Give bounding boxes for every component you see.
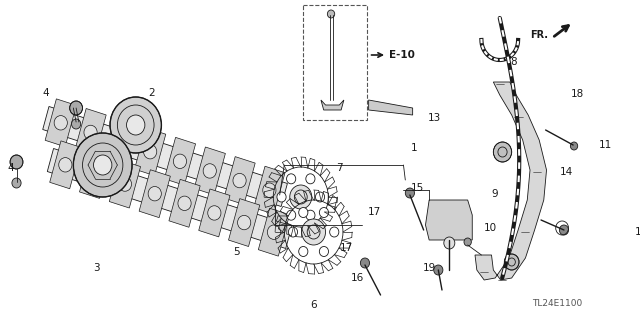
Text: 14: 14 [560, 167, 573, 177]
Text: 6: 6 [310, 300, 317, 310]
Polygon shape [47, 148, 292, 249]
Polygon shape [109, 160, 141, 208]
Polygon shape [259, 208, 289, 256]
Circle shape [319, 208, 328, 218]
Text: 15: 15 [411, 183, 424, 193]
Text: 19: 19 [422, 263, 436, 273]
Polygon shape [253, 166, 285, 214]
Circle shape [493, 142, 512, 162]
Text: 16: 16 [351, 273, 364, 283]
Polygon shape [169, 179, 200, 227]
Circle shape [233, 173, 246, 188]
Circle shape [110, 97, 161, 153]
Polygon shape [134, 128, 166, 176]
Circle shape [306, 210, 315, 220]
Text: 17: 17 [340, 243, 353, 253]
Polygon shape [164, 137, 196, 185]
Polygon shape [194, 147, 225, 195]
Circle shape [559, 225, 568, 235]
Text: 8: 8 [510, 57, 517, 67]
Circle shape [70, 101, 83, 115]
Polygon shape [50, 141, 81, 189]
Circle shape [405, 188, 415, 198]
Circle shape [12, 178, 21, 188]
Circle shape [360, 258, 369, 268]
Circle shape [88, 167, 102, 182]
Circle shape [268, 225, 280, 239]
Circle shape [299, 208, 308, 218]
Circle shape [72, 119, 81, 129]
Polygon shape [224, 157, 255, 204]
Circle shape [299, 247, 308, 256]
Text: 1: 1 [411, 143, 418, 153]
Text: 5: 5 [233, 247, 240, 257]
Circle shape [287, 174, 296, 184]
Polygon shape [369, 100, 413, 115]
Circle shape [74, 133, 132, 197]
Circle shape [328, 10, 335, 18]
Circle shape [10, 155, 23, 169]
Circle shape [148, 187, 161, 201]
Circle shape [93, 155, 112, 175]
Circle shape [173, 154, 187, 168]
Circle shape [290, 185, 312, 209]
Circle shape [263, 183, 276, 197]
Text: 12: 12 [636, 227, 640, 237]
Text: 3: 3 [93, 263, 100, 273]
Circle shape [316, 192, 324, 202]
Circle shape [178, 196, 191, 211]
Circle shape [287, 210, 296, 220]
Circle shape [84, 125, 97, 140]
Circle shape [570, 142, 578, 150]
Circle shape [203, 164, 216, 178]
Polygon shape [475, 82, 547, 280]
Polygon shape [43, 107, 287, 206]
Circle shape [208, 206, 221, 220]
Text: TL24E1100: TL24E1100 [532, 299, 582, 308]
Text: 17: 17 [367, 207, 381, 217]
Polygon shape [45, 99, 76, 147]
Text: FR.: FR. [531, 30, 548, 40]
Text: 4: 4 [8, 163, 14, 173]
Text: 11: 11 [598, 140, 612, 150]
Polygon shape [79, 151, 111, 198]
Circle shape [118, 177, 132, 191]
Circle shape [330, 227, 339, 237]
Circle shape [301, 219, 326, 245]
Circle shape [237, 215, 251, 230]
Polygon shape [426, 200, 472, 240]
Circle shape [277, 192, 286, 202]
Polygon shape [105, 118, 136, 166]
Circle shape [464, 238, 471, 246]
Polygon shape [75, 108, 106, 156]
Circle shape [306, 174, 315, 184]
Circle shape [434, 265, 443, 275]
Polygon shape [139, 170, 170, 218]
Text: 10: 10 [484, 223, 497, 233]
Circle shape [127, 115, 145, 135]
Circle shape [319, 247, 328, 256]
Text: 9: 9 [492, 189, 499, 199]
Circle shape [504, 254, 519, 270]
Polygon shape [199, 189, 230, 237]
Polygon shape [228, 199, 260, 247]
Bar [303, 5, 367, 120]
Circle shape [59, 158, 72, 172]
Text: 13: 13 [428, 113, 441, 123]
Text: 18: 18 [571, 89, 584, 99]
Circle shape [289, 227, 298, 237]
Text: 4: 4 [42, 88, 49, 98]
Circle shape [54, 115, 67, 130]
Text: 7: 7 [336, 163, 342, 173]
Text: 2: 2 [148, 88, 155, 98]
Circle shape [143, 145, 157, 159]
Polygon shape [321, 100, 344, 110]
Text: E-10: E-10 [389, 50, 415, 60]
Circle shape [444, 237, 455, 249]
Circle shape [114, 135, 127, 149]
